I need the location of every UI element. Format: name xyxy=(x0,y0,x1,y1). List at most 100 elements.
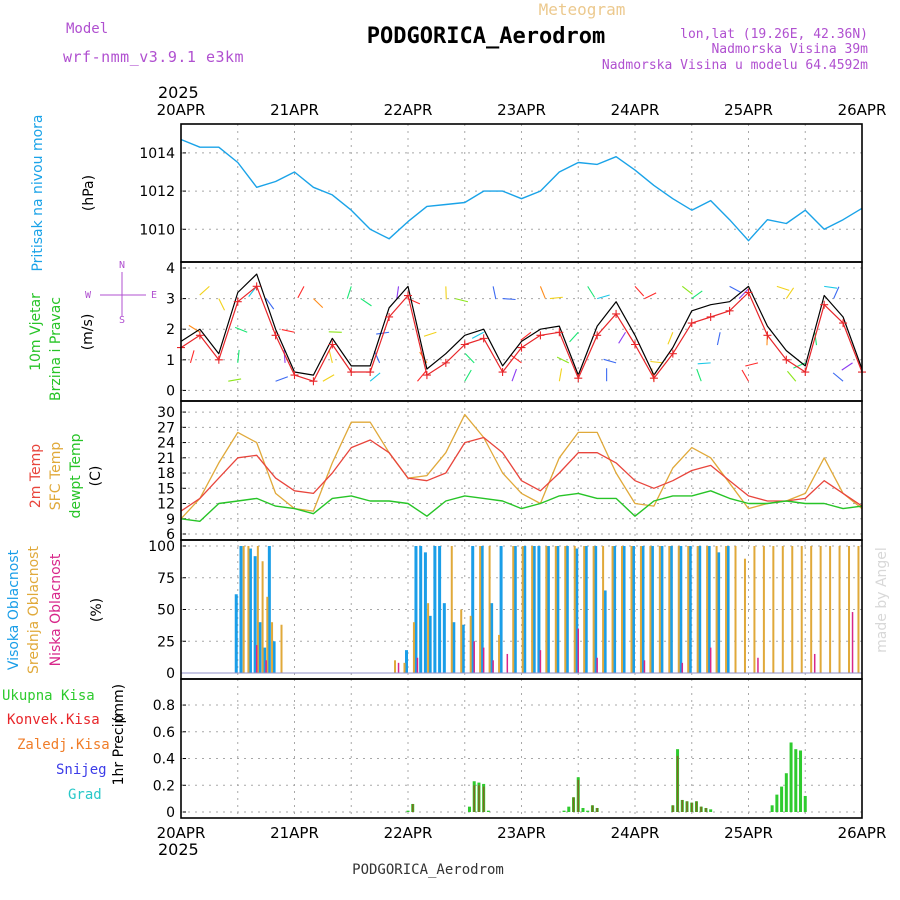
precip-total-bar xyxy=(799,750,803,812)
wind-arrow xyxy=(237,349,240,363)
wind-arrow xyxy=(346,286,352,299)
y-tick-label: 25 xyxy=(157,634,175,650)
cloud-bar-low xyxy=(596,657,598,673)
precip-conv-bar xyxy=(482,786,485,812)
pressure-axis-title: Pritisak na nivou mora xyxy=(30,114,46,271)
2m-temp-line xyxy=(180,436,863,512)
cloud-bar-mid xyxy=(848,546,851,673)
day-label-bottom: 23APR xyxy=(497,824,546,842)
wind-speed-marker xyxy=(820,300,829,309)
cloud-bar-mid xyxy=(668,546,671,673)
cloud-bar-low xyxy=(416,657,419,673)
cloud-bar-high xyxy=(461,624,465,673)
wind-speed-marker xyxy=(214,355,223,364)
wind-arrow xyxy=(218,298,226,311)
precip-conv-bar xyxy=(473,785,476,812)
cloud-bar-high xyxy=(442,603,446,673)
wind-speed-marker xyxy=(385,312,394,321)
y-tick-label: 1010 xyxy=(139,222,175,238)
wind-arrow xyxy=(776,285,790,291)
wind-speed-marker xyxy=(574,374,583,383)
wind-arrow xyxy=(681,285,693,295)
cloud-bar-low xyxy=(506,653,509,673)
cloud-bar-high xyxy=(433,546,437,673)
cloud-bar-mid xyxy=(838,546,841,673)
day-label-top: 24APR xyxy=(611,101,660,119)
cloud-bar-mid xyxy=(266,596,269,673)
wind-speed-marker xyxy=(271,331,280,340)
day-label-top: 20APR xyxy=(157,101,206,119)
cloud-bar-mid xyxy=(696,546,699,673)
wind-arrow xyxy=(841,362,853,371)
panel-frame xyxy=(180,123,863,263)
cloud-bar-low xyxy=(255,645,258,673)
day-label-top: 21APR xyxy=(270,101,319,119)
wind-arrow xyxy=(328,350,333,364)
dewpt-axis-title: dewpt Temp xyxy=(68,433,84,518)
wind-speed-marker xyxy=(460,340,469,349)
2m-temp-axis-title: 2m Temp xyxy=(28,444,44,508)
precip-total-bar xyxy=(789,742,793,812)
cloud-bar-low xyxy=(397,662,400,673)
cloud-bar-high xyxy=(423,552,427,673)
cloud-bar-high xyxy=(532,546,536,673)
cloud-bar-mid xyxy=(753,546,756,673)
precip-total-bar xyxy=(780,786,784,812)
wind-arrow xyxy=(297,286,305,299)
precip-total-bar xyxy=(586,810,590,812)
cloud-bar-mid xyxy=(460,609,463,673)
cloud-bar-high xyxy=(707,546,711,673)
wind-arrow xyxy=(549,296,563,300)
cloud-bar-low xyxy=(265,660,267,673)
cloud-bar-low xyxy=(813,653,816,673)
wind-axis-title-1: 10m Vjetar xyxy=(28,293,44,371)
cloud-unit: (%) xyxy=(89,598,105,622)
wind-speed-marker xyxy=(612,309,621,318)
cloud-bar-high xyxy=(438,546,442,673)
wind-arrow xyxy=(396,286,400,300)
wind-arrow xyxy=(785,287,795,299)
footer-title: PODGORICA_Aerodrom xyxy=(352,862,504,878)
y-tick-label: 24 xyxy=(157,436,175,452)
wind-arrow xyxy=(520,331,532,341)
compass-s-label: S xyxy=(119,315,125,326)
cloud-bar-mid xyxy=(687,546,690,673)
wind-speed-marker xyxy=(631,340,639,349)
cloud-bar-high xyxy=(258,622,262,673)
model-value: wrf-nmm_v3.9.1 e3km xyxy=(63,48,244,66)
wind-arrow xyxy=(814,332,818,346)
precip-total-bar xyxy=(775,794,779,812)
panel-frame xyxy=(180,261,863,402)
cloud-bar-mid xyxy=(554,546,557,673)
meteogram-label: Meteogram xyxy=(539,0,626,19)
precip-conv-bar xyxy=(705,807,707,812)
cloud-bar-mid xyxy=(677,546,680,673)
cloud-bar-high xyxy=(603,590,607,673)
wind-arrow xyxy=(833,286,840,299)
cloud-bar-mid xyxy=(271,622,274,673)
precip-conv-bar xyxy=(686,801,688,812)
cloud-bar-high xyxy=(272,641,276,673)
cloud-bar-mid xyxy=(810,546,813,673)
cloud-bar-high xyxy=(414,546,418,673)
precip-total-bar xyxy=(467,806,471,812)
wind-arrow xyxy=(738,288,749,299)
wind-speed-marker xyxy=(763,331,772,340)
wind-speed-marker xyxy=(517,343,526,352)
cloud-bar-low xyxy=(681,662,684,673)
cloud-bar-mid xyxy=(247,546,250,673)
cloud-bar-mid xyxy=(649,546,652,673)
sfc-temp-axis-title: SFC Temp xyxy=(48,442,64,511)
precip-conv-bar xyxy=(672,805,674,812)
wind-speed-marker xyxy=(366,368,375,377)
cloud-bar-mid xyxy=(611,546,614,673)
wind-arrow xyxy=(322,374,335,382)
wind-arrow xyxy=(360,298,372,307)
cloud-bar-high xyxy=(471,546,475,673)
cloud-bar-mid xyxy=(658,546,661,673)
day-label-bottom: 24APR xyxy=(611,824,660,842)
precip-total-bar xyxy=(770,805,774,812)
cloud-bar-high xyxy=(523,546,527,673)
day-label-bottom: 25APR xyxy=(724,824,773,842)
wind-arrow xyxy=(455,298,469,303)
